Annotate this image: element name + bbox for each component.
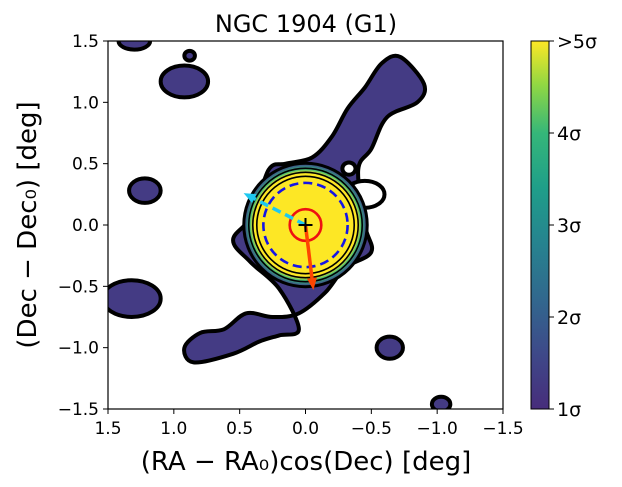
y-tick-label: −1.0: [58, 339, 99, 359]
contour-3sigma: [251, 171, 360, 279]
cyan-dashed-arrow-shaft: [253, 197, 307, 227]
y-tick-label: −1.5: [58, 400, 99, 420]
x-tick-label: 0.0: [292, 419, 319, 439]
y-tick-label: 0.5: [72, 155, 99, 175]
blob-top-small: [182, 48, 197, 63]
x-tick-label: 0.5: [226, 419, 253, 439]
plot-area: [108, 41, 453, 409]
x-axis: 1.5 1.0 0.5 0.0 −0.5 −1.0 −1.5: [94, 409, 524, 439]
cyan-dashed-arrow-head: [243, 193, 257, 204]
y-tick-label: 0.0: [72, 216, 99, 236]
x-tick-label: 1.0: [160, 419, 187, 439]
x-tick-label: −1.0: [417, 419, 458, 439]
colorbar: [530, 40, 550, 410]
x-tick-label: −1.5: [482, 419, 523, 439]
colorbar-tick-label: 1σ: [557, 399, 581, 421]
contour-1sigma: [242, 161, 369, 289]
orange-arrow-shaft: [303, 224, 314, 279]
colorbar-tick-label: 4σ: [557, 123, 581, 145]
hole-1: [340, 160, 358, 177]
orange-arrow-head: [306, 277, 317, 291]
x-tick-label: −0.5: [351, 419, 392, 439]
colorbar-tick-label: 2σ: [557, 307, 581, 329]
blob-left-mid: [127, 176, 163, 205]
y-axis: 1.5 1.0 0.5 0.0 −0.5 −1.0 −1.5: [58, 32, 108, 420]
y-tick-label: 1.5: [72, 32, 99, 52]
colorbar-tick-label: >5σ: [557, 31, 597, 53]
tidal-radius-dashed-circle: [262, 181, 349, 269]
contour-2sigma: [247, 167, 364, 283]
colorbar-tick-label: 3σ: [557, 215, 581, 237]
blob-bottom-right: [429, 394, 453, 409]
x-tick-label: 1.5: [94, 419, 121, 439]
blob-top-left-2: [158, 63, 211, 100]
y-axis-title: (Dec − Dec₀) [deg]: [13, 101, 43, 348]
x-axis-title: (RA − RA₀)cos(Dec) [deg]: [141, 447, 472, 477]
blob-right-low: [374, 334, 405, 361]
y-tick-label: 1.0: [72, 93, 99, 113]
half-light-radius-circle: [288, 207, 323, 243]
blob-left-low: [108, 278, 163, 319]
y-tick-label: −0.5: [58, 277, 99, 297]
chart-title: NGC 1904 (G1): [215, 10, 397, 38]
colorbar-ticks: 1σ 2σ 3σ 4σ >5σ: [549, 31, 597, 421]
